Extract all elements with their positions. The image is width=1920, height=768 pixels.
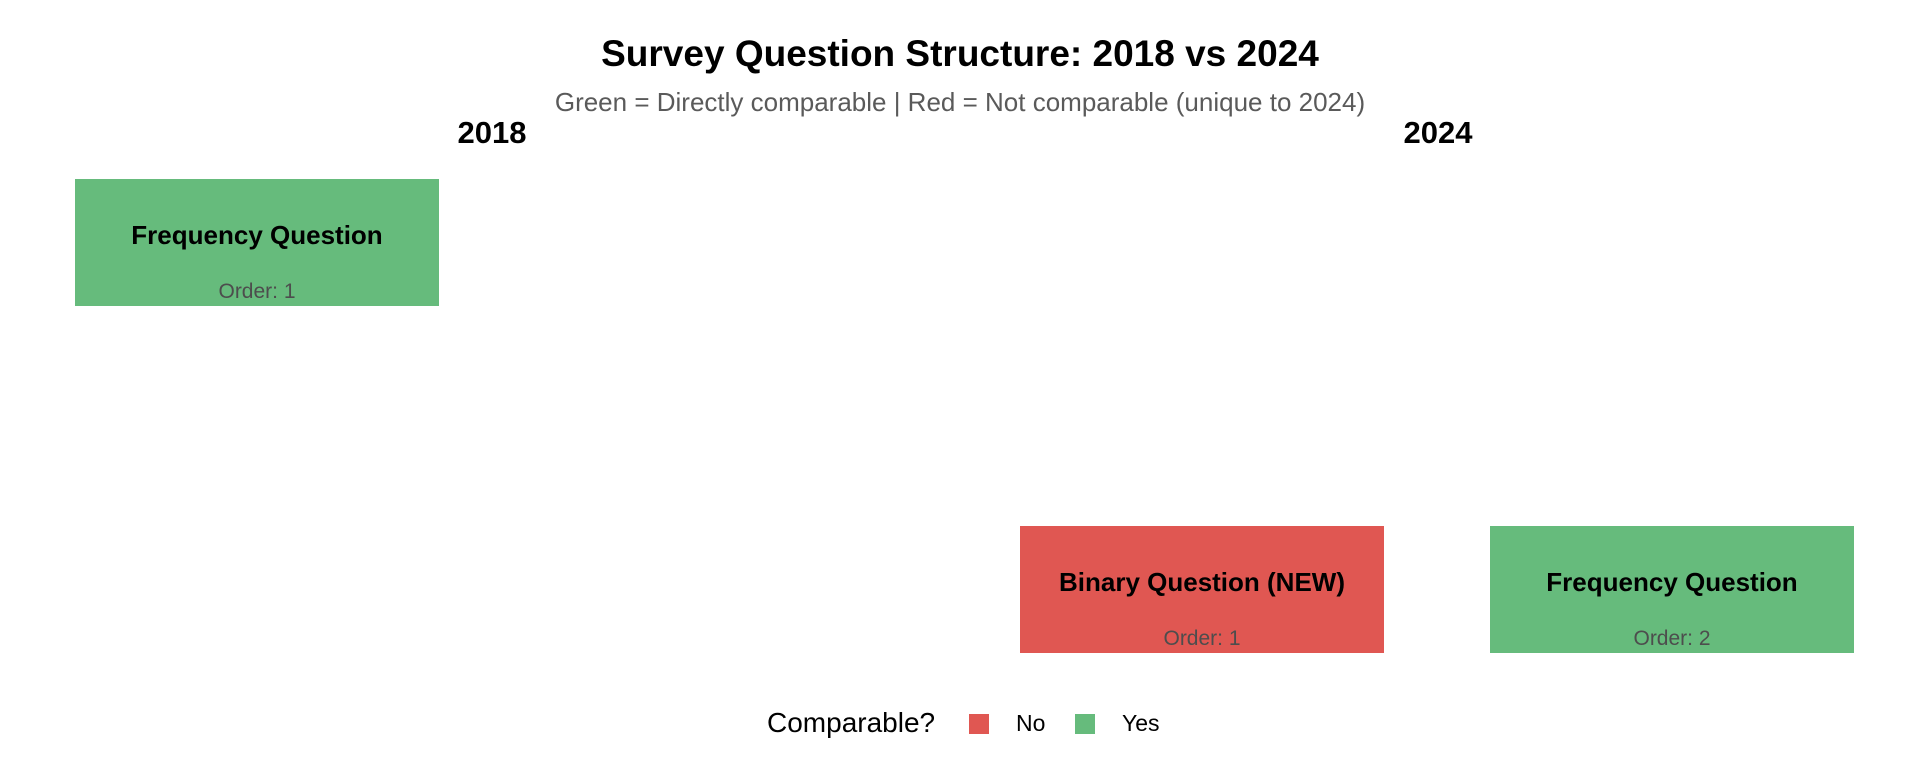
question-label: Frequency Question bbox=[131, 220, 383, 250]
legend-swatch-no bbox=[969, 714, 989, 734]
legend-label-no: No bbox=[1016, 710, 1046, 736]
question-order: Order: 1 bbox=[218, 280, 296, 303]
legend-title: Comparable? bbox=[767, 707, 936, 738]
legend-label-yes: Yes bbox=[1122, 710, 1160, 736]
question-order: Order: 1 bbox=[1163, 627, 1241, 650]
year-label-2018: 2018 bbox=[457, 115, 527, 150]
year-label-2024: 2024 bbox=[1403, 115, 1473, 150]
question-order: Order: 2 bbox=[1633, 627, 1711, 650]
question-box-2024-frequency: Frequency Question Order: 2 bbox=[1490, 526, 1854, 653]
question-label: Binary Question (NEW) bbox=[1058, 567, 1345, 597]
legend: Comparable? No Yes bbox=[0, 704, 1920, 744]
question-box-2018-frequency: Frequency Question Order: 1 bbox=[75, 179, 439, 306]
question-box-2024-binary: Binary Question (NEW) Order: 1 bbox=[1020, 526, 1384, 653]
chart-title: Survey Question Structure: 2018 vs 2024 bbox=[601, 33, 1319, 74]
question-label: Frequency Question bbox=[1546, 567, 1798, 597]
chart-subtitle: Green = Directly comparable | Red = Not … bbox=[554, 87, 1366, 117]
legend-swatch-yes bbox=[1075, 714, 1095, 734]
